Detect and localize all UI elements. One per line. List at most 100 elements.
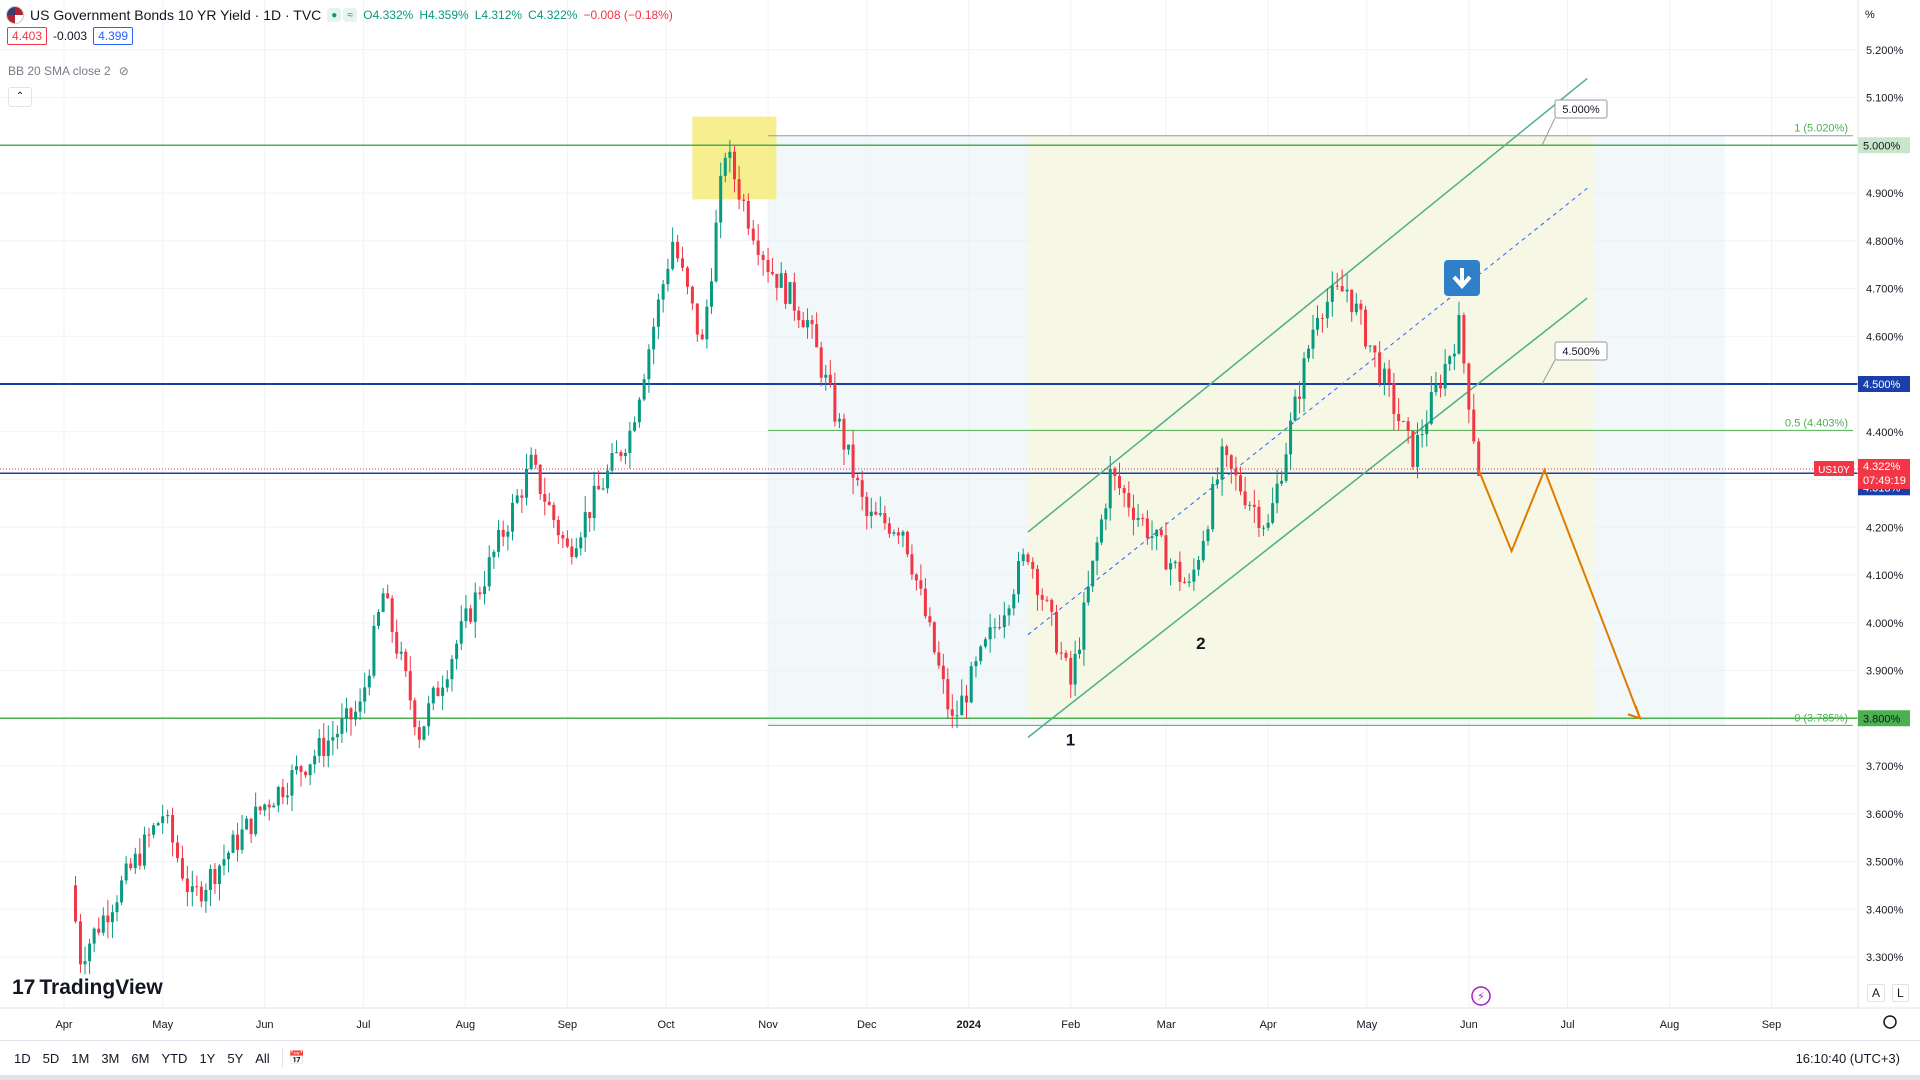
candle-body: [561, 535, 565, 539]
candle-body: [1104, 508, 1108, 520]
bid-value[interactable]: 4.403: [7, 27, 48, 45]
range-ytd[interactable]: YTD: [161, 1050, 188, 1066]
range-1m[interactable]: 1M: [71, 1050, 90, 1066]
x-tick-label: Aug: [456, 1019, 476, 1031]
candle-body: [317, 737, 321, 756]
candle: [473, 582, 477, 638]
candle: [478, 586, 482, 600]
candle-body: [784, 273, 788, 304]
candle-body: [322, 737, 326, 756]
candle: [1368, 345, 1372, 353]
date-range-icon[interactable]: 📅: [288, 1050, 305, 1065]
range-3m[interactable]: 3M: [101, 1050, 120, 1066]
candle: [601, 478, 605, 491]
x-tick-label: May: [1356, 1019, 1377, 1031]
price-tag-label: 4.500%: [1863, 379, 1901, 391]
x-tick-label: Oct: [658, 1019, 675, 1031]
candle-body: [1330, 285, 1334, 302]
candle-body: [941, 665, 945, 680]
candle-body: [326, 740, 330, 756]
bottom-toolbar: 1D 5D 1M 3M 6M YTD 1Y 5Y All 📅 16:10:40 …: [0, 1040, 1920, 1075]
candle: [1113, 466, 1117, 491]
candle-body: [552, 504, 556, 520]
candle-body: [810, 320, 814, 325]
clock[interactable]: 16:10:40 (UTC+3): [1795, 1050, 1900, 1066]
candle: [138, 838, 142, 870]
logo-text: TradingView: [39, 976, 163, 999]
range-1d[interactable]: 1D: [14, 1050, 31, 1066]
indicator-legend[interactable]: BB 20 SMA close 2 ⊘: [8, 64, 129, 78]
candle-body: [1345, 289, 1349, 292]
candle: [1340, 269, 1344, 292]
candle-body: [1293, 396, 1297, 421]
ohlc-change: −0.008 (−0.18%): [583, 8, 673, 22]
eye-hidden-icon[interactable]: ⊘: [118, 64, 129, 78]
candle-body: [1069, 657, 1073, 685]
candle-body: [88, 943, 92, 962]
candle-body: [815, 324, 819, 348]
candle: [195, 875, 199, 896]
symbol-title[interactable]: US Government Bonds 10 YR Yield · 1D · T…: [30, 7, 322, 23]
candle-body: [597, 485, 601, 490]
x-tick-label: Sep: [558, 1019, 578, 1031]
candle: [1248, 501, 1252, 511]
collapse-legend-button[interactable]: ⌃: [8, 87, 32, 107]
candle-body: [331, 737, 335, 741]
candle-body: [969, 666, 973, 703]
candle-body: [1354, 303, 1358, 313]
candle: [756, 224, 760, 266]
candle: [833, 372, 837, 427]
candle: [742, 193, 746, 212]
candle: [281, 779, 285, 805]
candle: [1239, 466, 1243, 496]
candle: [661, 279, 665, 313]
tradingview-logo[interactable]: 17 TradingView: [12, 976, 163, 1000]
price-tag: [1858, 710, 1910, 727]
candle-body: [1298, 396, 1302, 399]
candle-body: [742, 199, 746, 201]
candle-body: [1397, 413, 1401, 422]
range-all[interactable]: All: [255, 1050, 270, 1066]
candle-body: [623, 452, 627, 457]
candle: [129, 857, 133, 871]
range-1y[interactable]: 1Y: [199, 1050, 216, 1066]
candle-body: [788, 282, 792, 304]
candle-body: [676, 241, 680, 259]
candle: [120, 875, 124, 906]
candle: [1434, 371, 1438, 396]
range-6m[interactable]: 6M: [131, 1050, 150, 1066]
x-tick-label: Aug: [1660, 1019, 1680, 1031]
candle-body: [106, 915, 110, 923]
spread-value: -0.003: [53, 29, 88, 43]
candle: [815, 312, 819, 348]
candle-body: [1012, 594, 1016, 609]
candle: [579, 532, 583, 556]
candle: [1021, 548, 1025, 567]
candle-body: [534, 454, 538, 465]
candle: [97, 917, 101, 936]
candle-body: [1382, 368, 1386, 384]
candle-body: [1401, 421, 1405, 423]
log-scale-button[interactable]: L: [1892, 984, 1909, 1002]
ask-value[interactable]: 4.399: [93, 27, 134, 45]
range-5y[interactable]: 5Y: [227, 1050, 244, 1066]
symbol-tag-label: US10Y: [1818, 465, 1850, 476]
auto-scale-button[interactable]: A: [1867, 984, 1886, 1002]
candle: [1155, 529, 1159, 551]
candle: [399, 641, 403, 661]
candle: [946, 668, 950, 720]
candle-body: [974, 661, 978, 667]
price-tag-label: 3.800%: [1863, 713, 1901, 725]
candle: [910, 544, 914, 580]
candle: [1045, 596, 1049, 603]
x-tick-label: Nov: [758, 1019, 778, 1031]
candle: [190, 870, 194, 907]
candle: [606, 464, 610, 494]
candle-body: [487, 557, 491, 587]
candle-body: [74, 885, 78, 922]
candle-body: [728, 151, 732, 158]
price-chart[interactable]: 1 (5.020%) 0.5 (4.403%) 0 (3.785%) 1 2 5.000%…: [0, 0, 1920, 1040]
candle-body: [824, 374, 828, 378]
candle: [695, 303, 699, 343]
range-5d[interactable]: 5D: [42, 1050, 60, 1066]
